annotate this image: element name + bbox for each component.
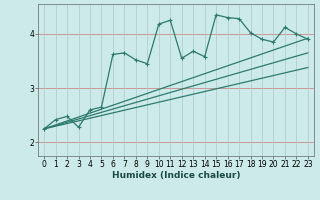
X-axis label: Humidex (Indice chaleur): Humidex (Indice chaleur): [112, 171, 240, 180]
